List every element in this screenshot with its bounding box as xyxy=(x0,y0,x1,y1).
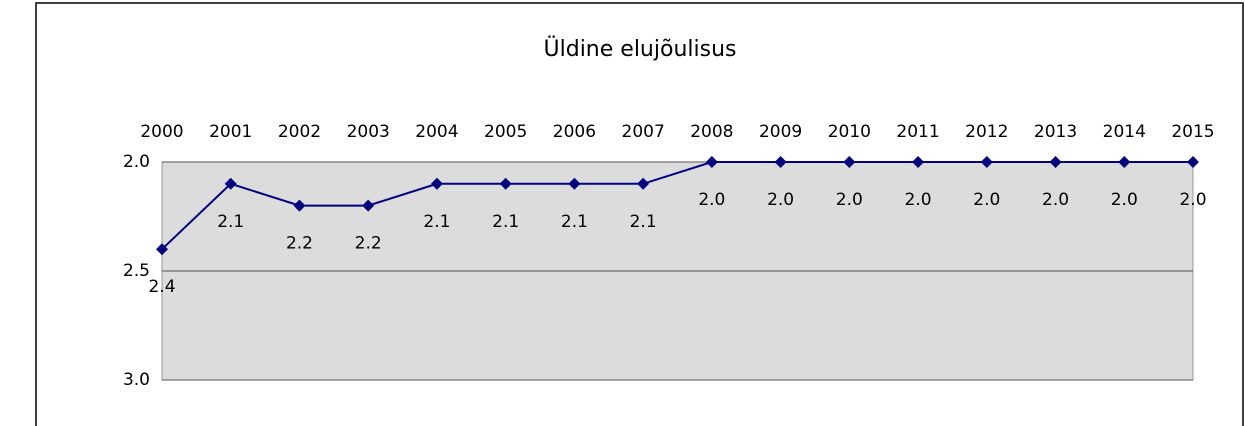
marker xyxy=(774,156,787,168)
chart-title: Üldine elujõulisus xyxy=(544,36,737,62)
marker xyxy=(1049,156,1062,168)
data-label: 2.1 xyxy=(217,212,244,232)
x-tick-label: 2013 xyxy=(1034,122,1077,142)
data-label: 2.0 xyxy=(905,190,932,210)
x-tick-label: 2003 xyxy=(347,122,390,142)
x-tick-label: 2012 xyxy=(965,122,1008,142)
data-label: 2.1 xyxy=(561,212,588,232)
data-label: 2.2 xyxy=(355,234,382,254)
x-tick-label: 2015 xyxy=(1171,122,1214,142)
x-tick-label: 2011 xyxy=(896,122,939,142)
marker xyxy=(843,156,856,168)
frame xyxy=(35,2,1244,426)
data-label: 2.1 xyxy=(423,212,450,232)
x-tick-label: 2009 xyxy=(759,122,802,142)
data-label: 2.0 xyxy=(1111,190,1138,210)
marker xyxy=(499,177,512,190)
x-tick-label: 2001 xyxy=(209,122,252,142)
marker xyxy=(568,177,581,190)
marker xyxy=(1187,156,1199,168)
marker xyxy=(293,199,306,212)
marker xyxy=(1118,156,1131,168)
x-tick-label: 2005 xyxy=(484,122,527,142)
data-label: 2.2 xyxy=(286,234,313,254)
x-tick-label: 2014 xyxy=(1103,122,1146,142)
marker xyxy=(362,199,375,212)
x-tick-label: 2004 xyxy=(415,122,458,142)
data-label: 2.4 xyxy=(148,277,175,297)
x-tick-label: 2000 xyxy=(140,122,183,142)
x-tick-label: 2006 xyxy=(553,122,596,142)
marker xyxy=(430,177,443,190)
marker xyxy=(224,177,237,190)
marker xyxy=(980,156,993,168)
marker xyxy=(912,156,925,168)
x-tick-label: 2010 xyxy=(828,122,871,142)
marker xyxy=(156,243,168,256)
data-label: 2.1 xyxy=(492,212,519,232)
y-tick-label: 2.5 xyxy=(123,261,150,281)
y-tick-label: 3.0 xyxy=(123,370,150,390)
marker xyxy=(637,177,650,190)
data-label: 2.0 xyxy=(973,190,1000,210)
data-label: 2.0 xyxy=(836,190,863,210)
x-tick-label: 2008 xyxy=(690,122,733,142)
data-label: 2.0 xyxy=(698,190,725,210)
data-label: 2.0 xyxy=(1042,190,1069,210)
data-label: 2.0 xyxy=(1179,190,1206,210)
line xyxy=(161,161,1193,250)
x-tick-label: 2002 xyxy=(278,122,321,142)
data-label: 2.0 xyxy=(767,190,794,210)
data-label: 2.1 xyxy=(630,212,657,232)
x-tick-label: 2007 xyxy=(622,122,665,142)
marker xyxy=(705,156,718,168)
y-tick-label: 2.0 xyxy=(123,152,150,172)
